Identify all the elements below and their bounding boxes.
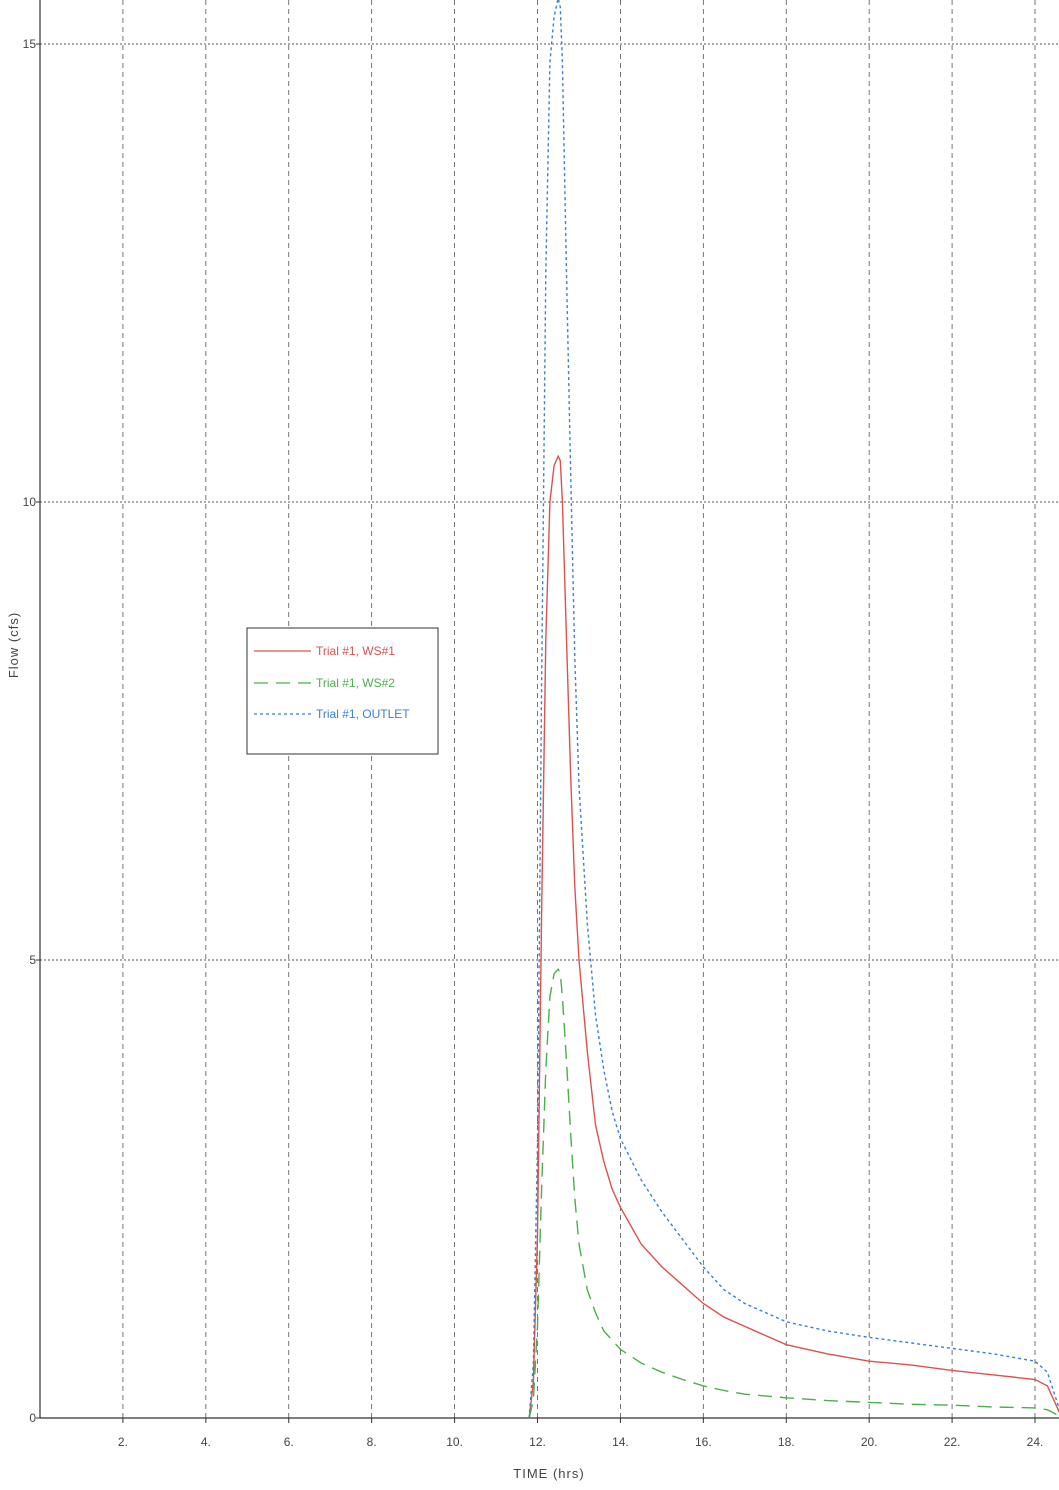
legend-box: [246, 627, 439, 755]
legend: Trial #1, WS#1 Trial #1, WS#2 Trial #1, …: [246, 627, 439, 755]
series-line-3: [528, 0, 1059, 1419]
legend-label-ws1: Trial #1, WS#1: [316, 644, 395, 658]
series-line-2: [528, 967, 1059, 1419]
y-axis-title: Flow (cfs): [6, 612, 21, 678]
x-tick-label: 14.: [612, 1435, 629, 1449]
y-tick-label: 15: [23, 37, 37, 51]
x-tick-label: 22.: [944, 1435, 961, 1449]
series-line-1: [528, 454, 1059, 1419]
grid-lines: [40, 0, 1059, 1418]
legend-label-outlet: Trial #1, OUTLET: [316, 707, 410, 721]
x-tick-label: 16.: [695, 1435, 712, 1449]
x-tick-label: 4.: [201, 1435, 211, 1449]
y-tick-label: 10: [23, 495, 37, 509]
x-tick-label: 2.: [118, 1435, 128, 1449]
y-tick-labels: 0 5 10 15: [23, 37, 40, 1425]
x-axis-title: TIME (hrs): [513, 1466, 584, 1481]
x-tick-label: 24.: [1027, 1435, 1044, 1449]
x-tick-label: 12.: [529, 1435, 546, 1449]
x-tick-label: 6.: [284, 1435, 294, 1449]
legend-label-ws2: Trial #1, WS#2: [316, 676, 395, 690]
axes: [39, 0, 1059, 1419]
y-tick-label: 0: [29, 1411, 36, 1425]
y-tick-label: 5: [29, 953, 36, 967]
x-tick-labels: 2. 4. 6. 8. 10. 12. 14. 16. 18. 20. 22. 24.: [118, 1418, 1043, 1449]
x-tick-label: 10.: [446, 1435, 463, 1449]
x-tick-label: 18.: [778, 1435, 795, 1449]
series-lines: [528, 0, 1059, 1419]
x-tick-label: 20.: [861, 1435, 878, 1449]
x-tick-label: 8.: [367, 1435, 377, 1449]
